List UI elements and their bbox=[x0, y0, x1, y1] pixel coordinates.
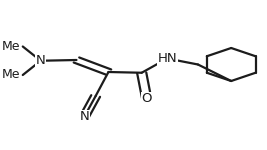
Text: N: N bbox=[36, 54, 46, 67]
Text: HN: HN bbox=[158, 52, 177, 65]
Text: N: N bbox=[79, 111, 89, 123]
Text: O: O bbox=[142, 93, 152, 105]
Text: Me: Me bbox=[2, 40, 20, 53]
Text: Me: Me bbox=[2, 69, 20, 81]
